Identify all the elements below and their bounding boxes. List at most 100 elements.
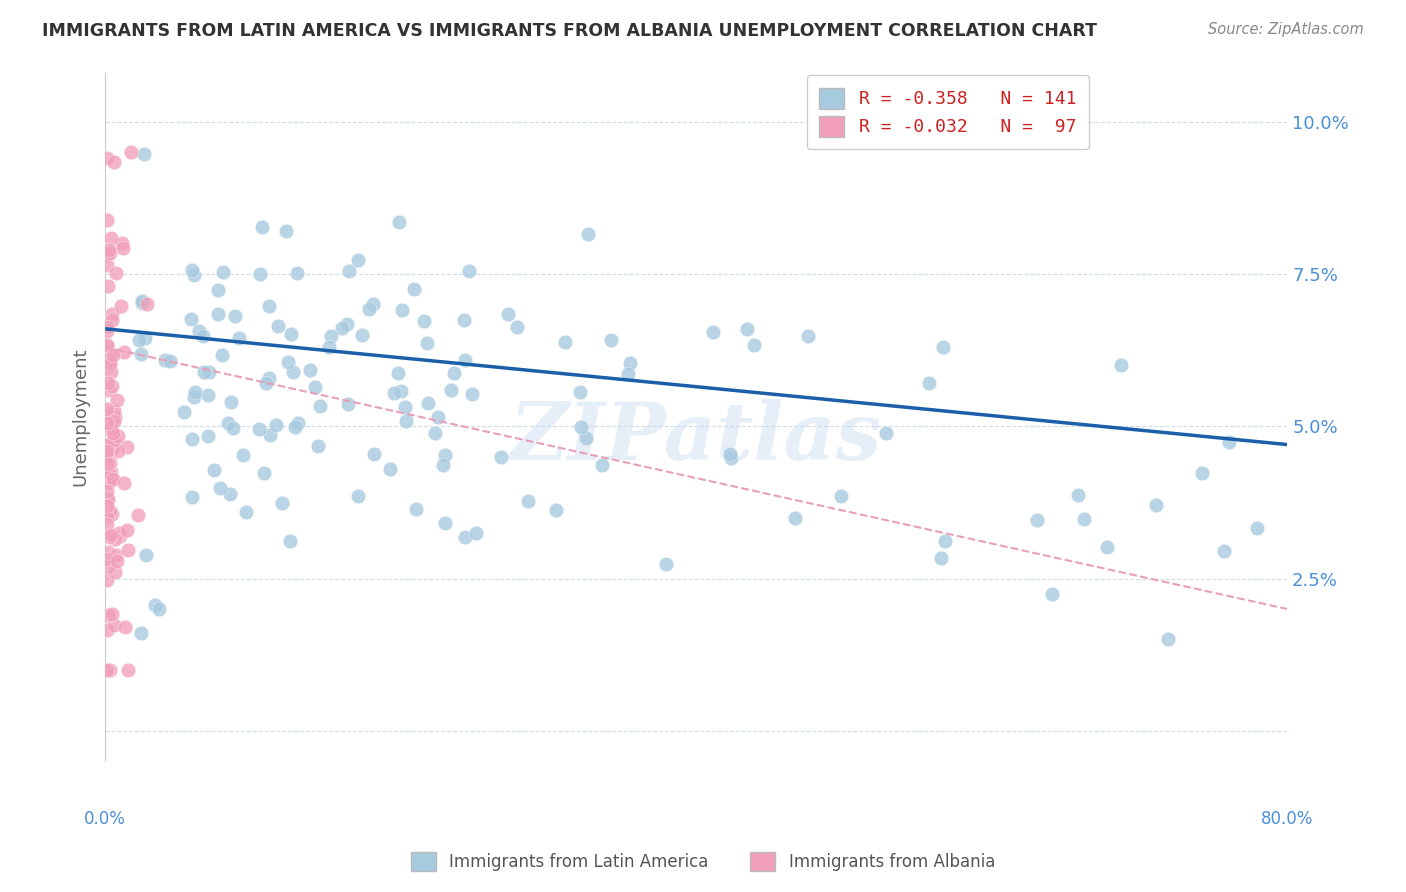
Point: [100, 307, 122, 321]
Point: [219, 486, 242, 500]
Point: [96, 416, 118, 430]
Point: [98, 347, 121, 361]
Point: [418, 396, 440, 410]
Point: [280, 326, 302, 341]
Point: [131, 347, 153, 361]
Point: [101, 379, 124, 393]
Point: [135, 548, 157, 562]
Point: [720, 447, 742, 461]
Point: [98, 530, 121, 544]
Point: [111, 241, 134, 255]
Point: [104, 409, 127, 424]
Point: [257, 371, 280, 385]
Point: [394, 400, 416, 414]
Point: [100, 469, 122, 483]
Point: [180, 312, 202, 326]
Point: [224, 310, 246, 324]
Point: [720, 451, 742, 466]
Point: [253, 466, 276, 480]
Point: [98, 383, 121, 397]
Point: [336, 318, 359, 332]
Point: [98, 355, 121, 369]
Point: [934, 533, 956, 548]
Point: [100, 528, 122, 542]
Point: [1042, 587, 1064, 601]
Point: [184, 385, 207, 400]
Point: [382, 386, 405, 401]
Point: [104, 532, 127, 546]
Legend: R = -0.358   N = 141, R = -0.032   N =  97: R = -0.358 N = 141, R = -0.032 N = 97: [807, 75, 1090, 149]
Point: [101, 425, 124, 440]
Point: [97, 491, 120, 506]
Point: [104, 266, 127, 280]
Point: [96, 516, 118, 531]
Point: [96, 493, 118, 508]
Point: [107, 428, 129, 442]
Point: [1073, 512, 1095, 526]
Point: [96, 439, 118, 453]
Text: ZIPatlas: ZIPatlas: [510, 399, 883, 476]
Point: [918, 376, 941, 390]
Point: [274, 224, 297, 238]
Point: [100, 457, 122, 471]
Point: [496, 307, 519, 321]
Point: [117, 440, 139, 454]
Point: [569, 420, 592, 434]
Point: [101, 442, 124, 456]
Point: [100, 230, 122, 244]
Point: [278, 534, 301, 549]
Point: [1095, 540, 1118, 554]
Point: [347, 489, 370, 503]
Point: [232, 448, 254, 462]
Point: [744, 338, 766, 352]
Point: [391, 302, 413, 317]
Point: [117, 523, 139, 537]
Point: [103, 404, 125, 418]
Point: [1246, 521, 1268, 535]
Point: [97, 608, 120, 623]
Point: [173, 405, 195, 419]
Point: [98, 504, 121, 518]
Point: [576, 227, 599, 241]
Point: [405, 502, 427, 516]
Point: [134, 331, 156, 345]
Point: [97, 457, 120, 471]
Point: [183, 390, 205, 404]
Point: [454, 353, 477, 368]
Point: [350, 327, 373, 342]
Point: [453, 313, 475, 327]
Point: [180, 490, 202, 504]
Point: [131, 626, 153, 640]
Point: [155, 352, 177, 367]
Point: [197, 429, 219, 443]
Point: [128, 333, 150, 347]
Point: [96, 446, 118, 460]
Point: [266, 417, 288, 432]
Point: [96, 455, 118, 469]
Point: [96, 444, 118, 458]
Point: [363, 447, 385, 461]
Legend: Immigrants from Latin America, Immigrants from Albania: Immigrants from Latin America, Immigrant…: [402, 843, 1004, 880]
Point: [388, 215, 411, 229]
Point: [101, 348, 124, 362]
Point: [1218, 434, 1240, 449]
Point: [506, 320, 529, 334]
Point: [96, 623, 118, 637]
Point: [247, 422, 270, 436]
Point: [270, 496, 292, 510]
Point: [1157, 632, 1180, 647]
Point: [222, 421, 245, 435]
Point: [100, 246, 122, 260]
Point: [591, 458, 613, 473]
Point: [702, 325, 724, 339]
Point: [131, 293, 153, 308]
Point: [180, 263, 202, 277]
Point: [737, 322, 759, 336]
Point: [117, 663, 139, 677]
Text: Source: ZipAtlas.com: Source: ZipAtlas.com: [1208, 22, 1364, 37]
Point: [112, 475, 135, 490]
Point: [105, 554, 128, 568]
Point: [228, 330, 250, 344]
Point: [304, 379, 326, 393]
Point: [423, 426, 446, 441]
